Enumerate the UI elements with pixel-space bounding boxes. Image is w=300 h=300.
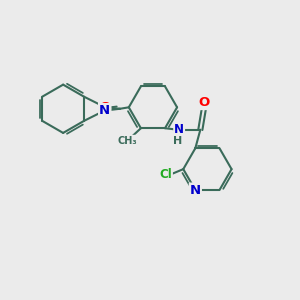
Text: N: N [174,123,184,136]
Text: N: N [99,104,110,117]
Text: H: H [173,136,182,146]
Text: N: N [190,184,201,196]
Text: Cl: Cl [159,168,172,181]
Text: O: O [99,100,110,113]
Text: O: O [198,96,209,109]
Text: CH₃: CH₃ [118,136,137,146]
